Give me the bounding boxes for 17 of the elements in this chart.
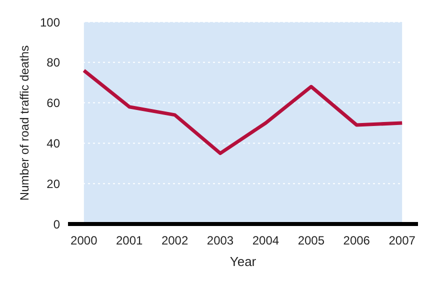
x-tick-label: 2001	[116, 234, 144, 248]
y-tick-label: 20	[46, 176, 60, 191]
y-axis-title: Number of road traffic deaths	[17, 45, 32, 201]
y-tick-label: 0	[53, 217, 60, 232]
y-tick-label: 60	[46, 96, 60, 110]
x-tick-label: 2006	[343, 234, 370, 248]
line-series	[82, 68, 404, 156]
y-tick-label: 100	[40, 15, 60, 30]
x-tick-label: 2002	[161, 234, 188, 248]
x-tick-label: 2003	[206, 234, 234, 248]
y-tick-label: 40	[46, 136, 60, 150]
x-tick-label: 2005	[298, 234, 325, 248]
x-tick-label: 2000	[70, 234, 98, 248]
x-axis-title: Year	[230, 254, 257, 269]
x-tick-label: 2004	[252, 234, 280, 248]
x-tick-label: 2007	[388, 234, 416, 248]
y-tick-label: 80	[46, 56, 60, 70]
